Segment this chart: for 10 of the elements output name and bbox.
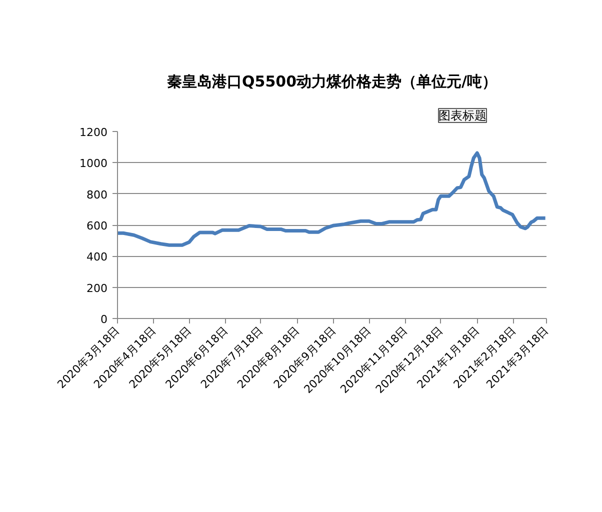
y-tick-label: 600	[86, 220, 108, 232]
y-tick-label: 400	[86, 250, 108, 264]
chart-title: 秦皇岛港口Q5500动力煤价格走势（单位元/吨）	[167, 72, 497, 90]
text: 图表标题	[438, 108, 486, 122]
y-tick-label: 0	[100, 313, 108, 326]
line-series	[118, 151, 546, 247]
y-tick-label: 1200	[80, 126, 108, 139]
y-tick-label: 200	[86, 282, 108, 295]
y-tick-label: 1000	[80, 157, 108, 170]
y-tick-label: 800	[86, 188, 108, 202]
